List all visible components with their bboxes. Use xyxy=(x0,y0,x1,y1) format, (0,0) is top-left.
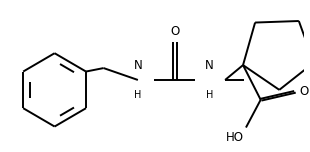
Text: O: O xyxy=(170,25,180,38)
Text: HO: HO xyxy=(226,131,244,145)
Text: H: H xyxy=(206,90,213,100)
Text: H: H xyxy=(134,90,142,100)
Text: N: N xyxy=(205,59,214,72)
Text: O: O xyxy=(299,85,308,98)
Text: N: N xyxy=(134,59,142,72)
